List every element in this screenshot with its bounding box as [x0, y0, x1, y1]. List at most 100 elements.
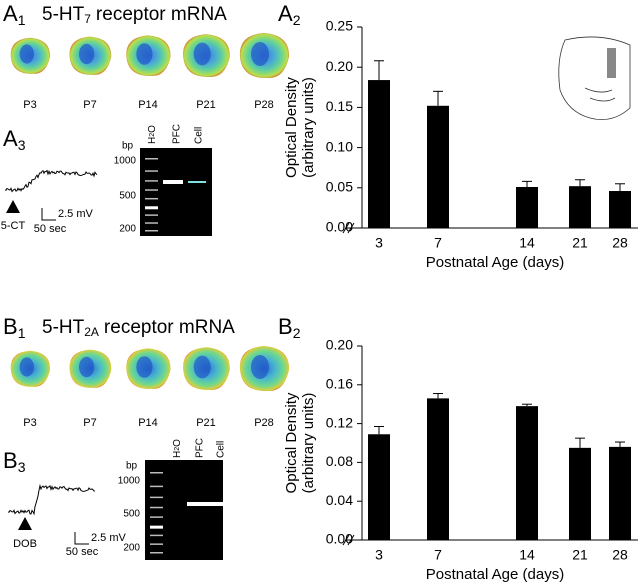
gel-band	[187, 502, 206, 506]
ladder-band	[145, 197, 158, 200]
ladder-band	[145, 158, 158, 160]
bar	[368, 80, 390, 229]
brain-region	[136, 43, 153, 65]
ladder-band	[145, 206, 158, 210]
age-label: P28	[254, 99, 274, 111]
y-tick-label: 0.04	[326, 492, 353, 508]
brain-region	[78, 43, 95, 65]
ladder-band	[145, 180, 158, 182]
panel-title: 5-HT7 receptor mRNA	[42, 4, 227, 26]
scale-label: 2.5 mV	[91, 532, 127, 544]
brain-region	[78, 356, 95, 378]
brain-region	[193, 42, 211, 66]
panel-label: B3	[3, 448, 26, 475]
lane-label: Cell	[216, 441, 227, 458]
ladder-band	[150, 506, 163, 509]
brain-region	[136, 356, 153, 378]
y-tick-label: 0.16	[326, 376, 353, 392]
panel-letter: B	[278, 314, 293, 339]
y-tick-label: 0.25	[326, 18, 353, 34]
x-tick-label: 14	[519, 235, 535, 251]
scale-bar	[41, 208, 56, 221]
panel-title: 5-HT2A receptor mRNA	[42, 317, 235, 339]
x-tick-label: 21	[572, 547, 588, 563]
ladder-band	[150, 496, 163, 499]
brain-schematic	[558, 36, 631, 121]
gel-size: 500	[123, 509, 140, 520]
scale-bar	[74, 532, 89, 545]
bar	[368, 434, 390, 540]
x-tick-label: 28	[612, 547, 628, 563]
age-label: P7	[83, 417, 96, 429]
brain-images	[10, 33, 290, 79]
gel-size: 200	[123, 543, 140, 554]
gel-unit: bp	[122, 141, 134, 152]
bar	[516, 186, 538, 228]
lane-label: Cell	[194, 127, 205, 144]
y-tick-label: 0.15	[326, 98, 353, 114]
ladder-band	[150, 485, 163, 488]
ladder-band	[145, 170, 158, 172]
bar	[609, 191, 631, 228]
voltage-trace	[7, 483, 96, 516]
age-label: P3	[23, 417, 36, 429]
x-tick-label: 21	[572, 235, 588, 251]
application-marker	[6, 200, 20, 213]
y-tick-label: 0.00	[326, 219, 353, 235]
gel-ladder	[145, 158, 158, 232]
age-label: P3	[23, 99, 36, 111]
x-tick-label: 28	[612, 235, 628, 251]
y-tick-label: 0.20	[326, 337, 353, 353]
age-labels: P3 P7 P14 P21 P28	[23, 99, 274, 111]
ladder-band	[145, 189, 158, 191]
gel-band	[163, 180, 183, 184]
brain-region	[19, 44, 34, 64]
y-tick-label: 0.12	[326, 414, 353, 430]
gel-size: 1000	[114, 156, 137, 167]
gel-image	[140, 148, 212, 236]
drug-label: DOB	[13, 538, 37, 550]
gel-image	[145, 460, 223, 560]
bar	[427, 398, 449, 540]
drug-label: 5-CT	[1, 220, 26, 232]
y-axis-label: Optical Density	[283, 77, 300, 178]
gel-size: 500	[119, 191, 136, 202]
x-tick-label: 14	[519, 547, 535, 563]
x-axis-label: Postnatal Age (days)	[426, 254, 564, 271]
panel-label: B2	[278, 314, 301, 341]
ladder-band	[145, 222, 158, 224]
age-label: P7	[83, 99, 96, 111]
lane-label: H2O	[172, 439, 183, 458]
panel-sub: 2	[293, 325, 301, 341]
age-label: P21	[196, 99, 216, 111]
panel-label: A2	[278, 1, 301, 28]
ladder-band	[150, 525, 163, 529]
panel-sub: 2	[293, 12, 301, 28]
y-tick-label: 0.10	[326, 138, 353, 154]
gel-band	[188, 181, 206, 183]
brain-region	[193, 355, 211, 379]
application-marker	[18, 517, 32, 530]
ladder-band	[145, 230, 158, 232]
age-label: P14	[138, 99, 158, 111]
lane-label: H2O	[147, 125, 158, 144]
ladder-band	[150, 516, 163, 518]
panel-label: A1	[3, 1, 26, 28]
y-tick-label: 0.00	[326, 531, 353, 547]
ladder-band	[150, 472, 163, 474]
gel-unit: bp	[126, 461, 138, 472]
lane-label: PFC	[195, 438, 206, 458]
axis-break	[342, 222, 355, 234]
bar	[516, 406, 538, 540]
x-tick-label: 7	[434, 235, 442, 251]
ladder-band	[150, 552, 163, 554]
bar	[569, 186, 591, 228]
brain-images	[10, 346, 290, 392]
age-label: P14	[138, 417, 158, 429]
ladder-band	[145, 214, 158, 216]
panel-label: B1	[3, 314, 26, 341]
bar-chart: A2 0.00 0.05 0.10 0.15 0.20 0.25 Optical Densit…	[278, 1, 638, 271]
y-axis-label: (arbitrary units)	[300, 77, 317, 178]
axis-break	[342, 534, 355, 546]
x-axis-label: Postnatal Age (days)	[426, 566, 564, 583]
